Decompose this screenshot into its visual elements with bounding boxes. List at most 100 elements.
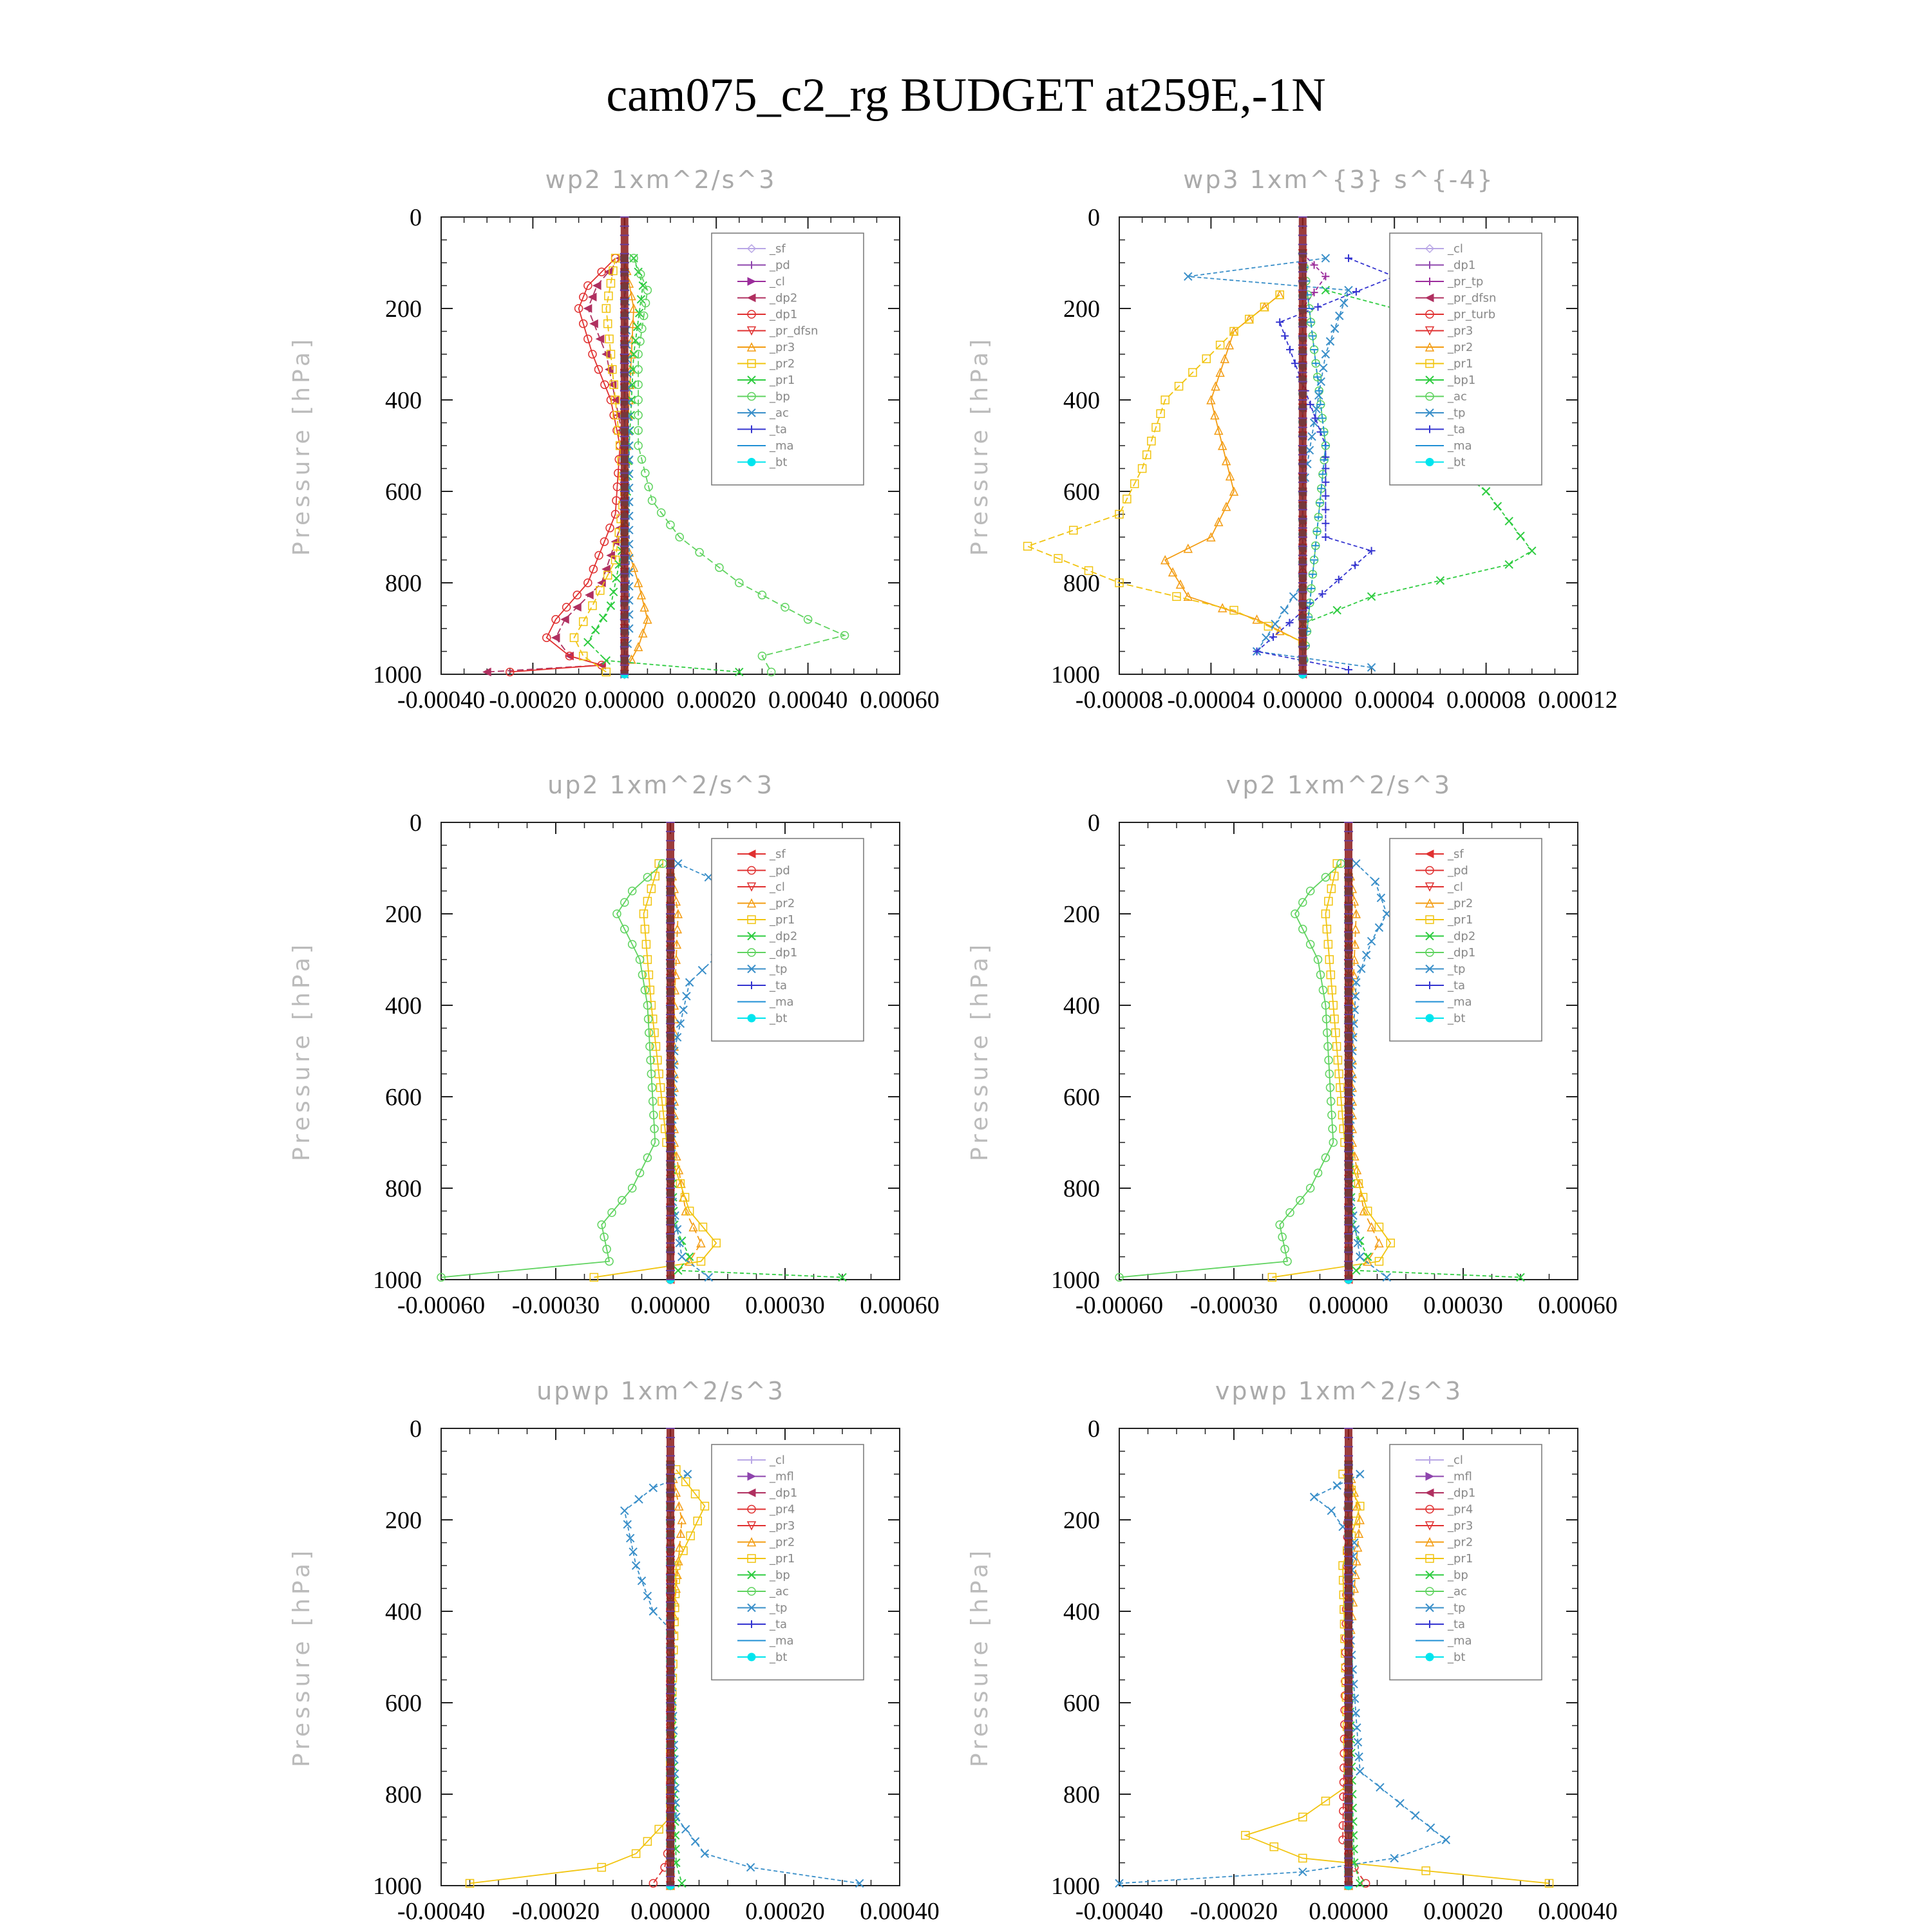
x-tick-label: 0.00000 <box>1309 1292 1388 1319</box>
series-marker <box>1202 354 1211 363</box>
x-tick-label: -0.00020 <box>1190 1898 1278 1925</box>
x-tick-label: 0.00000 <box>630 1898 710 1925</box>
series-marker <box>1481 487 1491 496</box>
series-marker <box>565 651 574 661</box>
y-tick-label: 0 <box>410 204 422 231</box>
series-marker <box>1321 519 1330 527</box>
series-marker <box>1156 409 1165 419</box>
series-marker <box>1215 367 1225 377</box>
series-marker <box>608 365 617 374</box>
series-marker <box>643 1014 653 1024</box>
series-marker <box>1386 1238 1396 1247</box>
series-line <box>1255 258 1396 670</box>
series-marker <box>1054 554 1063 563</box>
series-marker <box>653 1056 662 1065</box>
series-marker <box>1351 909 1361 918</box>
series-marker <box>604 365 614 374</box>
legend-entry: _ma <box>769 439 794 453</box>
series-line <box>670 863 702 1278</box>
series-marker <box>1316 970 1325 980</box>
series-marker <box>596 586 605 595</box>
legend-swatch-marker <box>746 243 757 254</box>
legend-entry: _bt <box>769 456 787 469</box>
series-marker <box>600 380 609 390</box>
panel-title: vp2 1xm^2/s^3 <box>1226 771 1452 799</box>
series-marker <box>1267 1273 1277 1282</box>
series-marker <box>1356 1470 1365 1479</box>
y-tick-label: 600 <box>385 1690 422 1717</box>
y-tick-label: 200 <box>385 296 422 323</box>
legend-entry: _pd <box>769 864 790 878</box>
series-marker <box>1314 391 1323 400</box>
legend-entry: _ma <box>1447 1634 1472 1648</box>
series-marker <box>643 285 652 295</box>
y-tick-label: 800 <box>1063 1175 1100 1202</box>
series-marker <box>696 1256 706 1266</box>
series-marker <box>1350 1569 1360 1579</box>
series-marker <box>685 1206 694 1216</box>
series-marker <box>1363 1256 1372 1266</box>
y-tick-label: 1000 <box>1051 1267 1100 1294</box>
series-marker <box>1435 576 1445 585</box>
series-marker <box>1321 1153 1331 1162</box>
series-marker <box>1260 302 1269 312</box>
series-marker <box>1298 898 1307 907</box>
y-tick-label: 0 <box>1088 204 1100 231</box>
legend-entry: _pr3 <box>1447 325 1473 338</box>
legend-entry: _tp <box>1447 406 1465 420</box>
series-marker <box>649 1483 658 1493</box>
series-marker <box>673 909 683 918</box>
legend-swatch-marker <box>1426 1620 1434 1628</box>
series-marker <box>1130 479 1139 488</box>
y-tick-label: 200 <box>1063 296 1100 323</box>
y-axis-label: Pressure [hPa] <box>289 941 315 1161</box>
series-marker <box>1318 985 1328 995</box>
series-marker <box>681 1824 690 1834</box>
series-marker <box>757 651 767 661</box>
series-marker <box>1516 1273 1525 1282</box>
series-marker <box>1253 647 1261 656</box>
series-marker <box>603 319 612 328</box>
series-marker <box>643 896 652 906</box>
series-line <box>1272 863 1392 1278</box>
x-tick-label: -0.00040 <box>1075 1898 1163 1925</box>
series-marker <box>1160 554 1170 565</box>
series-marker <box>672 1225 682 1234</box>
x-tick-label: 0.00008 <box>1446 687 1526 714</box>
legend-entry: _ma <box>769 1634 794 1648</box>
series-marker <box>1328 1124 1337 1133</box>
series-marker <box>1352 1723 1361 1732</box>
series-marker <box>1175 579 1186 589</box>
series-marker <box>465 1879 475 1888</box>
y-tick-label: 600 <box>1063 1690 1100 1717</box>
series-marker <box>1516 531 1525 540</box>
series-marker <box>588 350 597 359</box>
series-marker <box>746 1862 755 1872</box>
legend-entry: _pr1 <box>1447 1552 1473 1566</box>
series-marker <box>600 537 609 546</box>
y-tick-label: 600 <box>385 478 422 506</box>
legend-entry: _ta <box>1447 1618 1465 1631</box>
series-marker <box>1325 1083 1335 1092</box>
legend-entry: _ta <box>769 423 787 437</box>
series-marker <box>1069 526 1078 535</box>
legend-swatch-marker <box>1425 1587 1434 1596</box>
series-marker <box>597 267 606 276</box>
series-marker <box>1321 1014 1331 1024</box>
legend-entry: _mfl <box>769 1470 794 1484</box>
series-marker <box>1340 298 1349 308</box>
legend-swatch-marker <box>747 1472 757 1481</box>
x-tick-label: 0.00030 <box>745 1292 825 1319</box>
legend-swatch-marker <box>1426 278 1434 285</box>
legend-swatch-marker <box>1425 1603 1434 1613</box>
series-marker <box>1326 1097 1336 1106</box>
legend-entry: _ta <box>1447 979 1465 992</box>
series-marker <box>1115 1273 1124 1282</box>
legend-entry: _dp1 <box>1447 1486 1475 1500</box>
legend-entry: _dp2 <box>1447 930 1475 943</box>
series-marker <box>648 1014 658 1024</box>
series-marker <box>1225 471 1235 481</box>
series-marker <box>672 1032 682 1042</box>
series-marker <box>627 886 637 896</box>
series-marker <box>1217 440 1227 450</box>
